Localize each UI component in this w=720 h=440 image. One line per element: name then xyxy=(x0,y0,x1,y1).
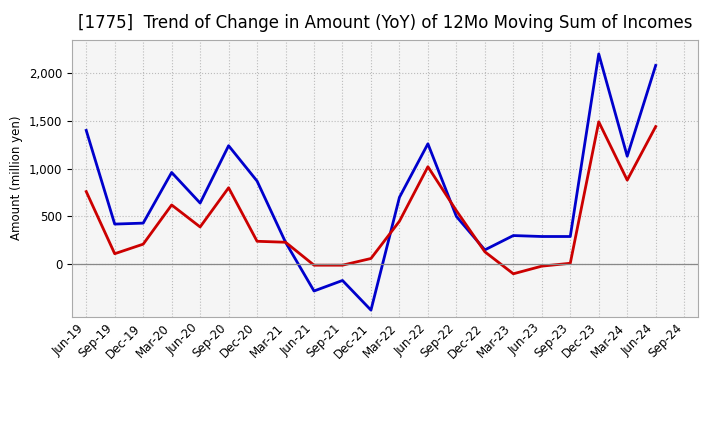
Net Income xyxy=(253,238,261,244)
Line: Ordinary Income: Ordinary Income xyxy=(86,54,656,310)
Ordinary Income xyxy=(595,51,603,57)
Line: Net Income: Net Income xyxy=(86,122,656,274)
Net Income xyxy=(167,202,176,208)
Net Income xyxy=(566,260,575,266)
Net Income xyxy=(282,240,290,245)
Ordinary Income xyxy=(623,154,631,159)
Ordinary Income xyxy=(366,308,375,313)
Net Income xyxy=(452,208,461,213)
Net Income xyxy=(595,119,603,125)
Net Income xyxy=(423,164,432,169)
Net Income xyxy=(310,263,318,268)
Ordinary Income xyxy=(566,234,575,239)
Ordinary Income xyxy=(139,220,148,226)
Ordinary Income xyxy=(652,63,660,68)
Ordinary Income xyxy=(196,200,204,205)
Ordinary Income xyxy=(167,170,176,175)
Net Income xyxy=(480,249,489,254)
Ordinary Income xyxy=(537,234,546,239)
Ordinary Income xyxy=(338,278,347,283)
Net Income xyxy=(537,264,546,269)
Net Income xyxy=(395,219,404,224)
Ordinary Income xyxy=(452,214,461,219)
Ordinary Income xyxy=(225,143,233,148)
Net Income xyxy=(652,124,660,129)
Ordinary Income xyxy=(282,240,290,245)
Net Income xyxy=(82,189,91,194)
Net Income xyxy=(509,271,518,276)
Y-axis label: Amount (million yen): Amount (million yen) xyxy=(10,116,23,240)
Net Income xyxy=(196,224,204,230)
Ordinary Income xyxy=(82,128,91,133)
Ordinary Income xyxy=(310,288,318,293)
Net Income xyxy=(366,256,375,261)
Net Income xyxy=(110,251,119,257)
Net Income xyxy=(139,242,148,247)
Net Income xyxy=(338,263,347,268)
Ordinary Income xyxy=(253,179,261,184)
Ordinary Income xyxy=(480,247,489,253)
Net Income xyxy=(623,177,631,183)
Ordinary Income xyxy=(395,194,404,200)
Ordinary Income xyxy=(110,221,119,227)
Ordinary Income xyxy=(509,233,518,238)
Title: [1775]  Trend of Change in Amount (YoY) of 12Mo Moving Sum of Incomes: [1775] Trend of Change in Amount (YoY) o… xyxy=(78,15,693,33)
Ordinary Income xyxy=(423,141,432,147)
Net Income xyxy=(225,185,233,191)
